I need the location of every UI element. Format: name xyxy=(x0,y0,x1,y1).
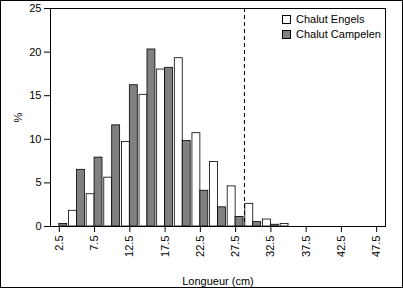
svg-text:42.5: 42.5 xyxy=(335,236,347,257)
svg-text:47.5: 47.5 xyxy=(370,236,382,257)
svg-text:Longueur (cm): Longueur (cm) xyxy=(182,275,254,287)
svg-text:25: 25 xyxy=(29,2,41,14)
html-text:Chalut Campelen: Chalut Campelen xyxy=(296,28,381,40)
html-text:Chalut Engels: Chalut Engels xyxy=(296,13,365,25)
svg-text:22.5: 22.5 xyxy=(194,236,206,257)
svg-text:27.5: 27.5 xyxy=(229,236,241,257)
svg-text:10: 10 xyxy=(29,133,41,145)
svg-text:%: % xyxy=(12,112,24,122)
svg-text:17.5: 17.5 xyxy=(159,236,171,257)
svg-text:5: 5 xyxy=(35,176,41,188)
svg-text:12.5: 12.5 xyxy=(123,236,135,257)
svg-text:0: 0 xyxy=(35,220,41,232)
svg-text:20: 20 xyxy=(29,46,41,58)
svg-text:7.5: 7.5 xyxy=(88,236,100,251)
svg-text:2.5: 2.5 xyxy=(53,236,65,251)
svg-text:15: 15 xyxy=(29,89,41,101)
svg-text:37.5: 37.5 xyxy=(300,236,312,257)
svg-text:32.5: 32.5 xyxy=(264,236,276,257)
